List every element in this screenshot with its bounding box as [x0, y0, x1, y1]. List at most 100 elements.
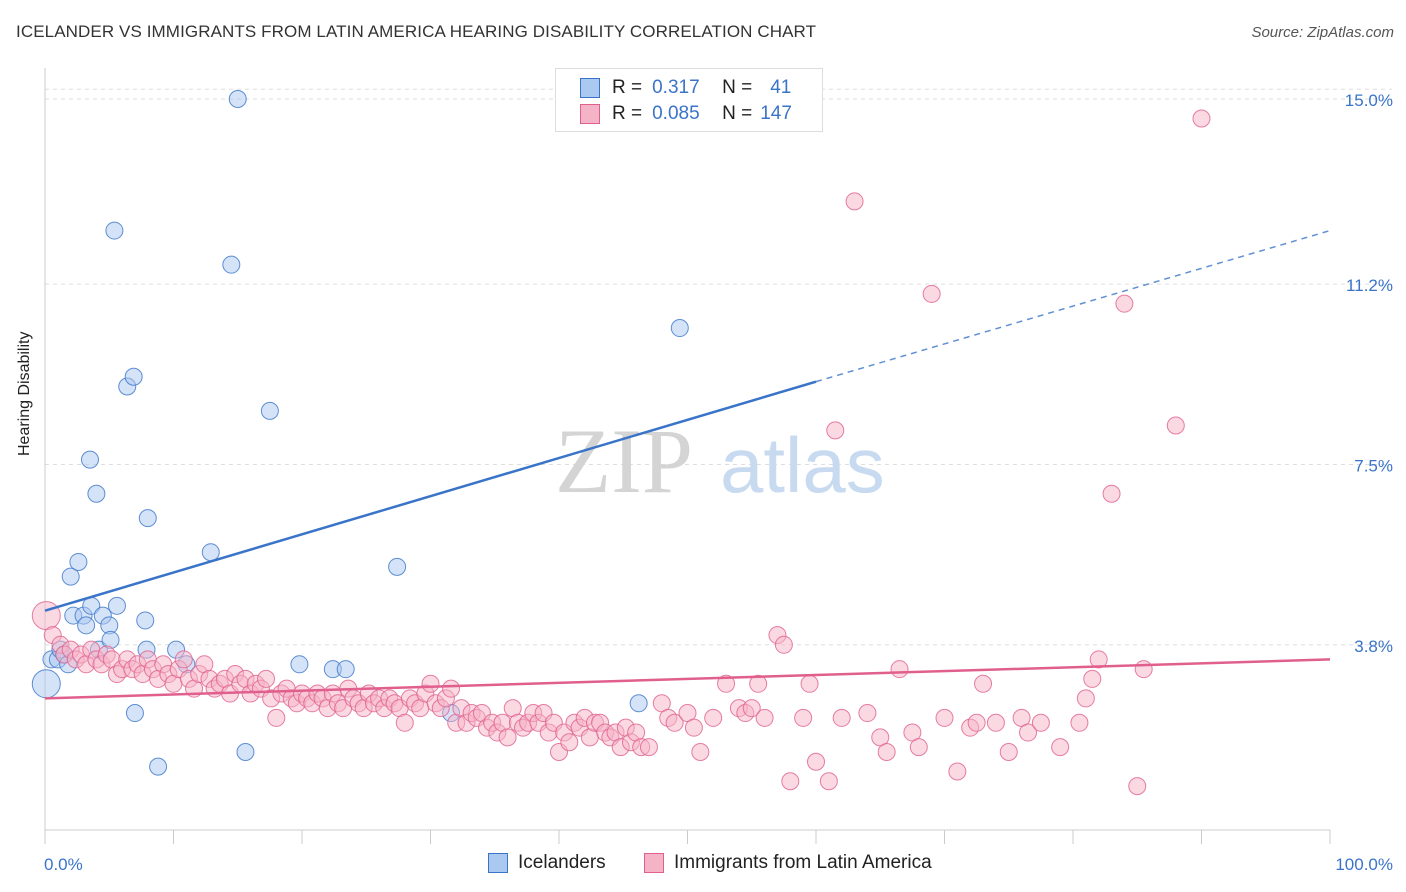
latin-america-point — [1166, 416, 1185, 435]
gridlines — [45, 88, 1392, 646]
latin-america-point — [755, 708, 774, 727]
latin-america-point — [832, 708, 851, 727]
icelander-point — [670, 319, 689, 338]
icelander-point — [629, 694, 648, 713]
latin-america-point — [826, 421, 845, 440]
latin-america-point — [1051, 738, 1070, 757]
latin-america-point — [1031, 713, 1050, 732]
y-tick-label: 3.8% — [1354, 637, 1393, 656]
latin-america-point — [845, 192, 864, 211]
icelander-point — [125, 704, 144, 723]
latin-america-point — [684, 718, 703, 737]
latin-america-point — [1102, 484, 1121, 503]
latin-america-point — [819, 772, 838, 791]
latin-america-point — [800, 674, 819, 693]
latin-america-point — [704, 708, 723, 727]
latin-america-point — [421, 674, 440, 693]
latin-america-point — [267, 708, 286, 727]
x-tick-label: 0.0% — [44, 855, 83, 874]
icelander-point — [228, 89, 247, 108]
icelander-point — [87, 484, 106, 503]
latin-america-point — [877, 743, 896, 762]
latin-america-point — [639, 738, 658, 757]
latin-america-point — [665, 713, 684, 732]
latin-america-point — [1019, 723, 1038, 742]
latin-america-point — [807, 752, 825, 771]
latin-america-point — [890, 660, 909, 679]
icelander-point — [260, 401, 279, 420]
legend-r-label-blue: R = — [612, 77, 643, 98]
y-tick-label: 11.2% — [1346, 276, 1393, 295]
latin-america-point — [1115, 294, 1134, 313]
y-tick-label: 15.0% — [1345, 91, 1393, 110]
latin-america-point — [257, 669, 276, 688]
legend-label-latin-america: Immigrants from Latin America — [674, 852, 932, 873]
icelander-point — [222, 255, 241, 274]
latin-america-point — [774, 635, 793, 654]
latin-america-point — [1128, 777, 1147, 796]
legend-n-value-blue: 41 — [770, 77, 792, 98]
legend-row-pink: R = 0.085 N = 147 — [580, 101, 792, 127]
icelander-point — [201, 543, 220, 562]
icelander-point — [69, 552, 88, 571]
legend-swatch-pink — [580, 104, 600, 124]
y-tick-label: 7.5% — [1354, 456, 1393, 475]
latin-america-point — [1083, 669, 1102, 688]
latin-america-point — [691, 743, 710, 762]
legend-r-value-pink: 0.085 — [652, 103, 700, 124]
latin-america-point — [999, 743, 1018, 762]
icelander-point — [61, 567, 80, 586]
latin-america-point — [1192, 109, 1211, 128]
latin-america-point — [742, 699, 761, 718]
latin-america-point — [794, 708, 813, 727]
latin-america-point — [858, 704, 877, 723]
latin-america-point — [1070, 713, 1089, 732]
x-tick-label: 100.0% — [1335, 855, 1393, 874]
latin-america-point — [909, 738, 928, 757]
icelander-point — [149, 757, 168, 776]
legend-swatch-icelanders — [488, 853, 508, 873]
latin-america-point — [560, 733, 579, 752]
icelander-trend-line — [44, 380, 817, 612]
icelander-point — [77, 616, 96, 635]
latin-america-point — [1076, 689, 1095, 708]
watermark-zip: ZIP — [555, 410, 693, 512]
trend-lines — [44, 229, 1331, 700]
latin-america-point — [442, 679, 461, 698]
series-legend: Icelanders Immigrants from Latin America — [0, 852, 1406, 876]
latin-america-point — [948, 762, 967, 781]
legend-r-label-pink: R = — [612, 103, 643, 124]
legend-row-blue: R = 0.317 N = 41 — [580, 75, 791, 101]
latin-america-point — [498, 728, 517, 747]
chart-title: ICELANDER VS IMMIGRANTS FROM LATIN AMERI… — [16, 22, 817, 41]
legend-swatch-blue — [580, 78, 600, 98]
legend-item-icelanders: Icelanders — [488, 852, 606, 874]
latin-america-point — [717, 674, 736, 693]
legend-r-value-blue: 0.317 — [652, 77, 700, 98]
legend-n-value-pink: 147 — [760, 103, 792, 124]
icelander-point — [80, 450, 99, 469]
icelander-point — [236, 743, 255, 762]
correlation-legend: R = 0.317 N = 41 R = 0.085 N = 147 — [555, 68, 823, 132]
latin-america-point — [935, 708, 954, 727]
latin-america-point — [1134, 660, 1153, 679]
legend-label-icelanders: Icelanders — [518, 852, 606, 873]
latin-america-point — [974, 674, 993, 693]
latin-america-point — [967, 713, 986, 732]
latin-america-point — [174, 650, 193, 669]
icelander-point — [31, 669, 61, 699]
icelander-point — [290, 655, 309, 674]
watermark-atlas: atlas — [720, 421, 885, 509]
icelander-point — [105, 221, 124, 240]
icelander-point — [136, 611, 155, 630]
axes — [44, 68, 1331, 844]
latin-america-point — [922, 284, 941, 303]
latin-america-point — [1089, 650, 1108, 669]
icelander-point — [124, 367, 143, 386]
latin-america-point — [31, 601, 61, 631]
legend-n-label-blue: N = — [722, 77, 753, 98]
source-credit: Source: ZipAtlas.com — [1251, 24, 1394, 41]
tick-labels: 3.8% 7.5% 11.2% 15.0% 0.0% 100.0% — [44, 91, 1393, 874]
legend-item-latin-america: Immigrants from Latin America — [644, 852, 932, 874]
icelander-point — [336, 660, 355, 679]
